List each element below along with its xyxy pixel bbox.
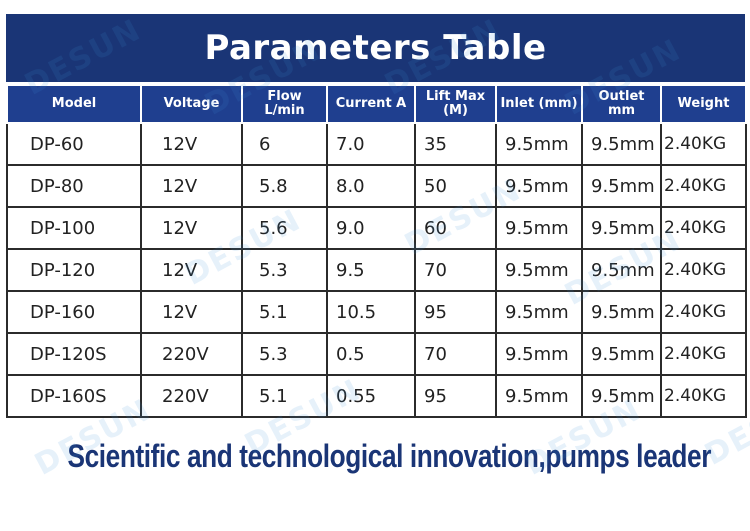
table-body: DP-60 12V 6 7.0 35 9.5mm 9.5mm 2.40KG DP-80 12V 5.…	[6, 122, 747, 418]
cell-current: 8.0	[326, 164, 416, 208]
cell-weight: 2.40KG	[660, 122, 747, 166]
cell-model: DP-100	[6, 206, 142, 250]
cell-voltage: 12V	[140, 248, 243, 292]
cell-weight: 2.40KG	[660, 374, 747, 418]
page-title: Parameters Table	[204, 28, 547, 68]
cell-lift: 95	[414, 290, 497, 334]
header-lift: Lift Max (M)	[414, 84, 497, 124]
header-current: Current A	[326, 84, 416, 124]
cell-voltage: 12V	[140, 122, 243, 166]
cell-flow: 6	[241, 122, 328, 166]
cell-inlet: 9.5mm	[495, 122, 583, 166]
cell-current: 9.5	[326, 248, 416, 292]
title-banner: Parameters Table	[6, 14, 745, 82]
header-outlet: Outlet mm	[581, 84, 662, 124]
cell-weight: 2.40KG	[660, 332, 747, 376]
cell-flow: 5.3	[241, 248, 328, 292]
cell-model: DP-120S	[6, 332, 142, 376]
cell-flow: 5.6	[241, 206, 328, 250]
cell-lift: 35	[414, 122, 497, 166]
header-weight: Weight	[660, 84, 747, 124]
cell-weight: 2.40KG	[660, 206, 747, 250]
cell-lift: 95	[414, 374, 497, 418]
table-row: DP-160S 220V 5.1 0.55 95 9.5mm 9.5mm 2.40KG	[6, 374, 747, 418]
cell-inlet: 9.5mm	[495, 206, 583, 250]
cell-outlet: 9.5mm	[581, 122, 662, 166]
cell-inlet: 9.5mm	[495, 374, 583, 418]
table-row: DP-120S 220V 5.3 0.5 70 9.5mm 9.5mm 2.40KG	[6, 332, 747, 376]
cell-current: 10.5	[326, 290, 416, 334]
cell-flow: 5.1	[241, 374, 328, 418]
table-row: DP-120 12V 5.3 9.5 70 9.5mm 9.5mm 2.40KG	[6, 248, 747, 292]
cell-flow: 5.1	[241, 290, 328, 334]
cell-outlet: 9.5mm	[581, 164, 662, 208]
cell-lift: 70	[414, 332, 497, 376]
cell-inlet: 9.5mm	[495, 332, 583, 376]
cell-voltage: 220V	[140, 374, 243, 418]
cell-model: DP-80	[6, 164, 142, 208]
cell-weight: 2.40KG	[660, 290, 747, 334]
cell-lift: 50	[414, 164, 497, 208]
table-row: DP-80 12V 5.8 8.0 50 9.5mm 9.5mm 2.40KG	[6, 164, 747, 208]
cell-model: DP-120	[6, 248, 142, 292]
cell-voltage: 220V	[140, 332, 243, 376]
cell-outlet: 9.5mm	[581, 332, 662, 376]
table-row: DP-60 12V 6 7.0 35 9.5mm 9.5mm 2.40KG	[6, 122, 747, 166]
header-inlet: Inlet (mm)	[495, 84, 583, 124]
cell-model: DP-60	[6, 122, 142, 166]
cell-voltage: 12V	[140, 206, 243, 250]
cell-current: 0.5	[326, 332, 416, 376]
cell-inlet: 9.5mm	[495, 290, 583, 334]
table-row: DP-100 12V 5.6 9.0 60 9.5mm 9.5mm 2.40KG	[6, 206, 747, 250]
cell-outlet: 9.5mm	[581, 248, 662, 292]
cell-inlet: 9.5mm	[495, 164, 583, 208]
cell-model: DP-160	[6, 290, 142, 334]
cell-lift: 60	[414, 206, 497, 250]
cell-outlet: 9.5mm	[581, 290, 662, 334]
cell-current: 0.55	[326, 374, 416, 418]
cell-outlet: 9.5mm	[581, 374, 662, 418]
cell-weight: 2.40KG	[660, 248, 747, 292]
cell-lift: 70	[414, 248, 497, 292]
header-voltage: Voltage	[140, 84, 243, 124]
table-row: DP-160 12V 5.1 10.5 95 9.5mm 9.5mm 2.40KG	[6, 290, 747, 334]
cell-current: 7.0	[326, 122, 416, 166]
header-model: Model	[6, 84, 142, 124]
header-flow: Flow L/min	[241, 84, 328, 124]
cell-flow: 5.8	[241, 164, 328, 208]
cell-voltage: 12V	[140, 290, 243, 334]
parameters-table: Model Voltage Flow L/min Current A Lift …	[6, 84, 747, 418]
table-header-row: Model Voltage Flow L/min Current A Lift …	[6, 84, 747, 124]
cell-outlet: 9.5mm	[581, 206, 662, 250]
cell-current: 9.0	[326, 206, 416, 250]
slogan: Scientific and technological innovation,…	[67, 438, 712, 474]
cell-flow: 5.3	[241, 332, 328, 376]
cell-model: DP-160S	[6, 374, 142, 418]
cell-inlet: 9.5mm	[495, 248, 583, 292]
cell-weight: 2.40KG	[660, 164, 747, 208]
cell-voltage: 12V	[140, 164, 243, 208]
